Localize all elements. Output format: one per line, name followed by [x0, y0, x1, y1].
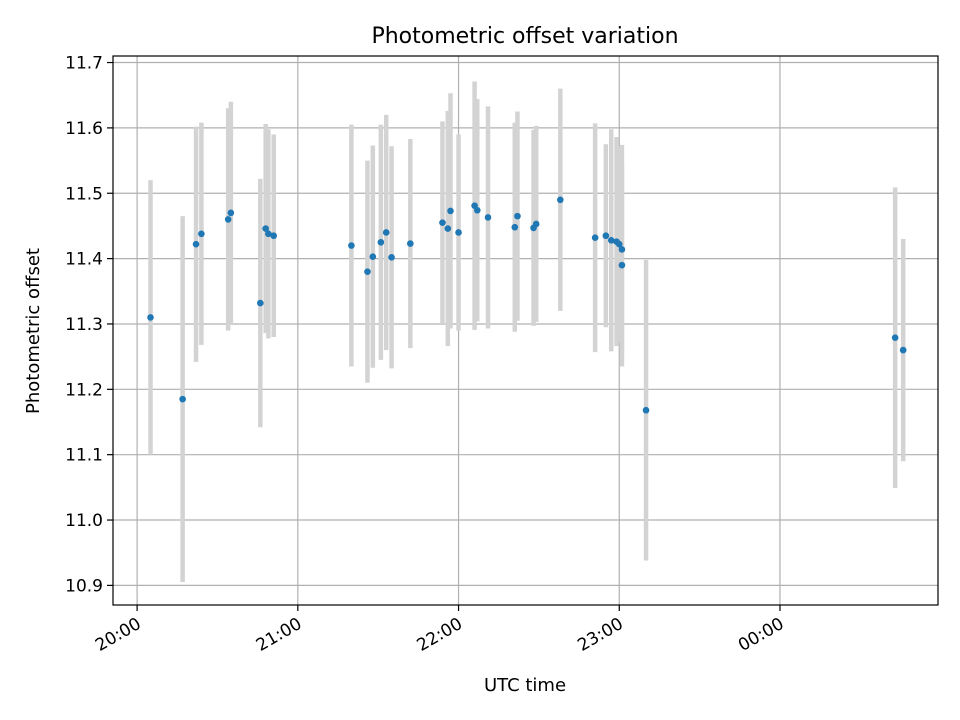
y-axis-ticks: 10.9 11.0 11.1 11.2 11.3 11.4 11.5 11.6 11.7 [65, 54, 113, 596]
y-tick-label: 11.2 [65, 380, 103, 400]
data-point [439, 219, 446, 226]
data-point [348, 242, 355, 249]
data-point [444, 225, 452, 232]
error-bars [148, 81, 906, 583]
data-points [147, 196, 907, 414]
chart-title: Photometric offset variation [371, 24, 678, 49]
data-point [265, 230, 272, 238]
data-point [192, 240, 200, 248]
data-point [511, 223, 519, 231]
data-point [591, 234, 599, 241]
data-point [369, 253, 377, 260]
data-point [532, 220, 540, 228]
x-tick-label: 00:00 [735, 614, 787, 656]
data-point [484, 214, 492, 221]
y-tick-label: 11.5 [65, 184, 103, 204]
y-tick-label: 11.3 [65, 315, 103, 335]
y-tick-label: 11.7 [65, 54, 103, 74]
data-point [388, 253, 395, 261]
data-point [382, 229, 390, 236]
y-axis-label: Photometric offset [23, 248, 44, 414]
y-tick-label: 10.9 [65, 576, 103, 596]
data-point [455, 229, 462, 236]
data-point [618, 261, 626, 269]
x-tick-label: 20:00 [92, 614, 144, 656]
data-point [262, 225, 269, 232]
data-point [615, 240, 623, 248]
data-point [407, 240, 414, 247]
x-tick-label: 23:00 [574, 614, 626, 656]
y-tick-label: 11.1 [65, 446, 103, 466]
data-point [607, 237, 615, 244]
data-point [364, 268, 371, 275]
data-point [891, 334, 899, 341]
data-point [179, 395, 186, 403]
data-point [602, 232, 610, 240]
data-point [473, 206, 481, 214]
y-tick-label: 11.0 [65, 511, 103, 531]
data-point [198, 230, 205, 238]
grid-lines [113, 56, 938, 605]
data-point [557, 196, 564, 204]
data-point [642, 406, 650, 414]
x-axis-ticks: 20:00 21:00 22:00 23:00 00:00 [92, 605, 787, 656]
data-point [147, 314, 154, 321]
x-tick-label: 21:00 [253, 614, 305, 656]
y-tick-label: 11.4 [65, 250, 103, 270]
data-point [257, 299, 264, 307]
data-point [227, 209, 235, 217]
data-point [514, 212, 521, 220]
y-tick-label: 11.6 [65, 119, 103, 139]
plot-frame [112, 55, 939, 606]
data-point [447, 207, 454, 215]
x-tick-label: 22:00 [414, 614, 466, 656]
data-point [270, 232, 278, 240]
data-point [618, 246, 626, 253]
x-axis-label: UTC time [484, 675, 566, 696]
data-point [224, 216, 232, 223]
data-point [899, 346, 907, 354]
data-point [377, 238, 385, 246]
